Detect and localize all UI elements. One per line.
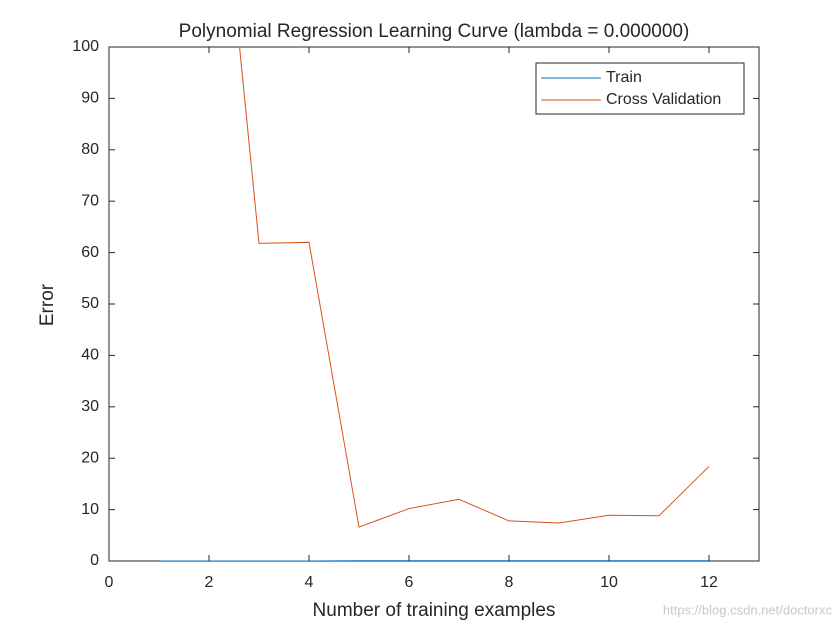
legend-label: Train <box>606 69 642 86</box>
x-tick-label: 6 <box>405 574 414 591</box>
y-tick-label: 80 <box>81 141 99 158</box>
y-tick-label: 90 <box>81 90 99 107</box>
chart-title: Polynomial Regression Learning Curve (la… <box>179 21 690 42</box>
x-axis-label: Number of training examples <box>313 600 556 621</box>
y-tick-label: 70 <box>81 192 99 209</box>
x-tick-label: 12 <box>700 574 718 591</box>
y-tick-label: 0 <box>90 552 99 569</box>
plot-area <box>108 46 760 562</box>
y-tick-label: 20 <box>81 449 99 466</box>
y-axis-label: Error <box>37 283 58 326</box>
x-tick-label: 2 <box>205 574 214 591</box>
x-tick-label: 4 <box>305 574 314 591</box>
x-tick-label: 0 <box>105 574 114 591</box>
y-tick-label: 40 <box>81 347 99 364</box>
series-group <box>159 47 710 561</box>
y-tick-label: 10 <box>81 501 99 518</box>
watermark: https://blog.csdn.net/doctorxc <box>663 602 833 617</box>
y-tick-label: 50 <box>81 295 99 312</box>
x-tick-label: 8 <box>505 574 514 591</box>
legend-box <box>535 62 745 115</box>
y-tick-label: 60 <box>81 244 99 261</box>
legend-label: Cross Validation <box>606 91 721 108</box>
y-tick-label: 30 <box>81 398 99 415</box>
x-tick-label: 10 <box>600 574 618 591</box>
y-tick-label: 100 <box>72 38 99 55</box>
series-line <box>239 47 710 528</box>
